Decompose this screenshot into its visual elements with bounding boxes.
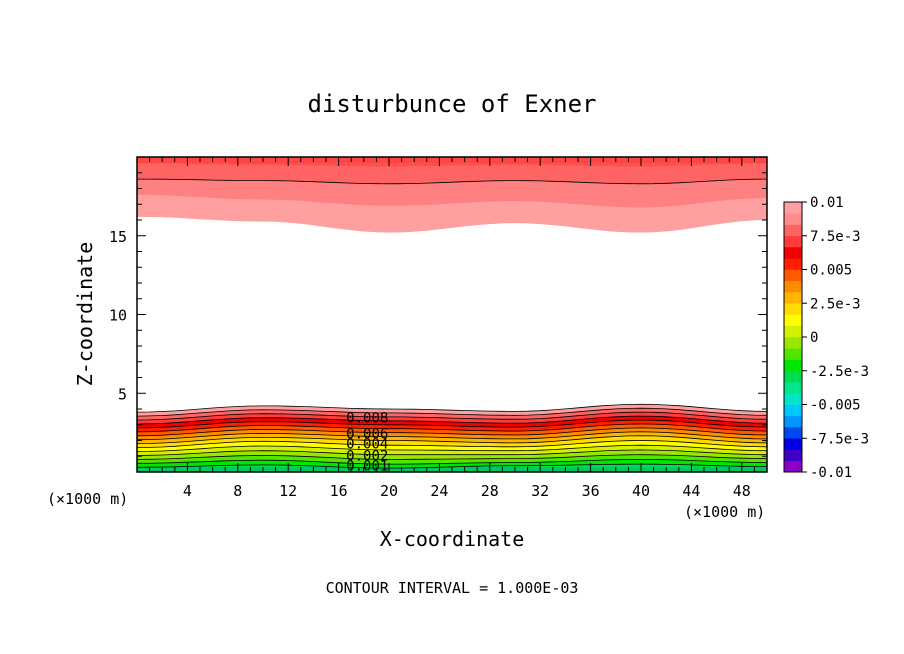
y-tick-label: 10 [109,307,127,325]
colorbar-segment [784,213,802,225]
colorbar-label: 7.5e-3 [810,229,861,245]
x-axis-ticks: 4 8 12 16 20 24 28 32 36 40 44 48 [149,157,755,500]
colorbar-label: 0 [810,330,818,346]
contour-line [136,463,768,469]
colorbar-segment [784,202,802,214]
x-tick-label: 32 [531,482,549,500]
y-axis-ticks: 5 10 15 [109,172,767,457]
x-tick-label: 40 [632,482,650,500]
x-axis-label: X-coordinate [380,527,525,551]
y-tick-label: 15 [109,228,127,246]
colorbar [783,201,803,473]
colorbar-labels: 0.01 7.5e-3 0.005 2.5e-3 0 -2.5e-3 -0.005 -7.5e… [802,195,869,481]
contour-label: 0.006 [346,426,388,442]
contour-line [136,403,768,413]
colorbar-label: -2.5e-3 [810,364,869,380]
colorbar-segment [784,337,802,349]
contour-line [137,178,768,185]
colorbar-segment [784,247,802,259]
x-tick-label: 12 [279,482,297,500]
colorbar-segment [784,438,802,450]
colorbar-segment [784,269,802,282]
contour-line [136,415,768,425]
x-tick-label: 4 [183,482,192,500]
contour-line [136,423,768,433]
colorbar-label: 0.01 [810,195,844,211]
contour-line [136,449,768,456]
contour-line [136,427,768,437]
colorbar-segment [784,292,802,304]
colorbar-segment [784,280,802,293]
x-tick-label: 48 [733,482,751,500]
colorbar-label: -0.005 [810,398,861,414]
x-tick-label: 16 [330,482,348,500]
x-axis-unit-left: (×1000 m) [47,490,128,508]
colorbar-segment [784,427,802,439]
colorbar-segment [784,314,802,327]
colorbar-segment [784,393,802,405]
x-tick-label: 36 [582,482,600,500]
colorbar-label: 0.005 [810,263,852,279]
contour-line [136,411,768,421]
contour-line [137,458,768,465]
colorbar-segment [784,258,802,270]
colorbar-segment [784,359,802,372]
y-tick-label: 5 [118,385,127,403]
contour-line [136,407,768,417]
colorbar-segment [784,235,802,248]
contour-label: 0.001 [346,459,388,475]
colorbar-segment [784,224,802,237]
colorbar-segment [784,415,802,428]
colorbar-label: -0.01 [810,465,852,481]
colorbar-segment [784,303,802,315]
colorbar-label: 2.5e-3 [810,296,861,312]
x-tick-label: 8 [233,482,242,500]
contour-label: 0.004 [346,437,388,453]
x-tick-label: 20 [380,482,398,500]
colorbar-segment [784,382,802,394]
footer-contour-interval: CONTOUR INTERVAL = 1.000E-03 [326,579,579,597]
y-axis-label: Z-coordinate [73,242,97,387]
contour-line [136,454,768,460]
contour-lines [136,178,768,469]
colorbar-segment [784,325,802,338]
x-tick-label: 24 [430,482,448,500]
contour-line [136,444,768,452]
x-tick-label: 28 [481,482,499,500]
contour-line [136,431,768,441]
contour-line [136,419,768,429]
colorbar-segment [784,348,802,360]
contour-label: 0.008 [346,411,388,427]
contour-line [136,435,768,444]
colorbar-segment [784,370,802,383]
colorbar-segment [784,404,802,417]
contour-line [136,440,768,448]
chart-title: disturbunce of Exner [308,90,597,118]
x-tick-label: 44 [682,482,700,500]
colorbar-segment [784,460,802,473]
colorbar-segment [784,449,802,462]
x-axis-unit-right: (×1000 m) [684,503,765,521]
contour-label: 0.002 [346,448,388,464]
colorbar-label: -7.5e-3 [810,431,869,447]
